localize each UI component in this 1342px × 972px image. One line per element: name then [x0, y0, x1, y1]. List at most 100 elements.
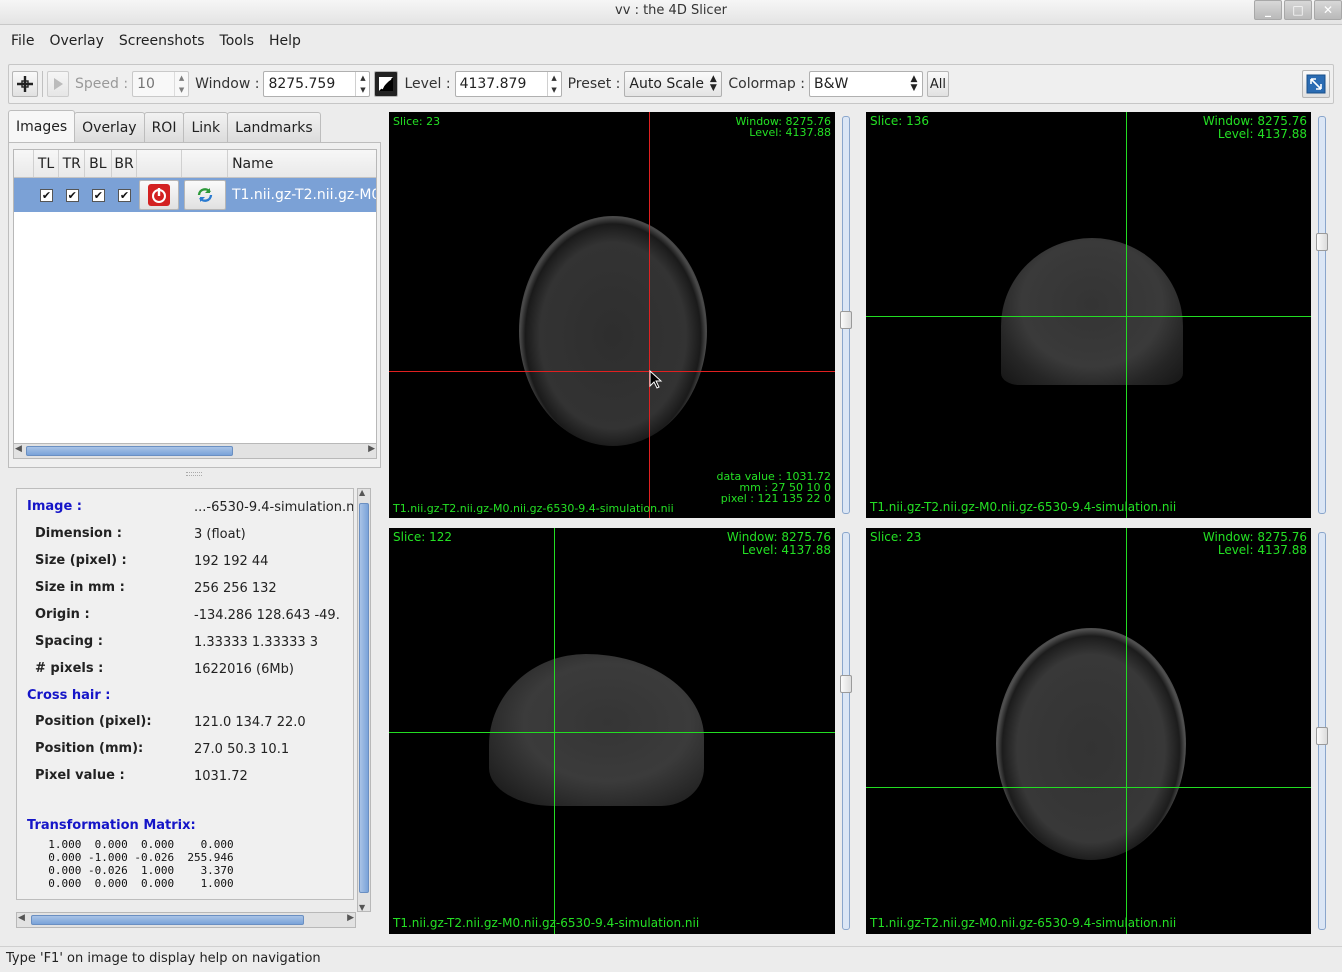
close-button[interactable]: ✕	[1314, 0, 1342, 20]
table-header: TL TR BL BR Name	[14, 150, 376, 178]
checkbox-checked[interactable]: ✔	[40, 188, 54, 202]
menu-tools[interactable]: Tools	[219, 33, 255, 49]
maximize-button[interactable]: □	[1284, 0, 1312, 20]
checkbox-checked[interactable]: ✔	[117, 188, 131, 202]
slice-slider-bottom-left[interactable]	[840, 532, 852, 930]
colormap-label: Colormap :	[728, 76, 805, 92]
brain-slice-image	[1001, 238, 1183, 385]
menu-file[interactable]: File	[11, 33, 35, 49]
menu-screenshots[interactable]: Screenshots	[118, 33, 205, 49]
view-bottom-right[interactable]: Slice: 23 Window: 8275.76 Level: 4137.88…	[866, 528, 1311, 934]
filename-label: T1.nii.gz-T2.nii.gz-M0.nii.gz-6530-9.4-s…	[870, 916, 1177, 930]
scroll-right-arrow-icon[interactable]: ▶	[347, 913, 354, 923]
slider-handle[interactable]	[1316, 727, 1328, 745]
table-horizontal-scrollbar[interactable]: ◀ ▶	[13, 443, 377, 459]
tab-overlay[interactable]: Overlay	[74, 112, 145, 142]
level-spinbox[interactable]: ▲▼	[454, 71, 562, 97]
info-horizontal-scrollbar[interactable]: ◀ ▶	[16, 912, 356, 928]
minimize-button[interactable]: _	[1254, 0, 1282, 20]
reload-image-button[interactable]	[183, 180, 226, 210]
view-top-left[interactable]: Slice: 23 Window: 8275.76 Level: 4137.88…	[389, 112, 835, 518]
preset-select[interactable]: Auto Scale ▲ ▼	[624, 71, 723, 97]
crosshair-horizontal	[866, 787, 1311, 788]
window-readout: Window: 8275.76	[1202, 530, 1307, 544]
play-button[interactable]	[47, 71, 69, 97]
window-input[interactable]	[264, 73, 356, 95]
view-top-right[interactable]: Slice: 136 Window: 8275.76 Level: 4137.8…	[866, 112, 1311, 518]
scroll-up-arrow-icon[interactable]: ▲	[359, 488, 366, 497]
menu-overlay[interactable]: Overlay	[49, 33, 104, 49]
crosshair-vertical	[1126, 112, 1127, 518]
invert-contrast-icon	[379, 77, 394, 91]
info-vertical-scrollbar[interactable]: ▲ ▼	[357, 488, 371, 912]
slice-slider-bottom-right[interactable]	[1316, 532, 1328, 930]
invert-window-button[interactable]	[374, 71, 399, 97]
slice-label: Slice: 23	[393, 115, 441, 128]
apply-all-button[interactable]: All	[926, 71, 949, 97]
crosshair-icon	[17, 76, 33, 92]
speed-stepper[interactable]: ▲ ▼	[174, 72, 188, 96]
scroll-down-arrow-icon[interactable]: ▼	[359, 903, 366, 912]
window-stepper[interactable]: ▲ ▼	[355, 72, 369, 96]
close-image-cell	[137, 178, 181, 212]
slider-handle[interactable]	[840, 675, 852, 693]
splitter-handle[interactable]	[186, 472, 202, 476]
column-header-tr[interactable]: TR	[59, 150, 86, 177]
column-header-tl[interactable]: TL	[34, 150, 60, 177]
tab-images[interactable]: Images	[8, 110, 76, 142]
view-bottom-left[interactable]: Slice: 122 Window: 8275.76 Level: 4137.8…	[389, 528, 835, 934]
updown-icon: ▲ ▼	[910, 74, 918, 93]
window-spinbox[interactable]: ▲▼	[263, 71, 371, 97]
slice-label: Slice: 136	[870, 114, 930, 128]
spacing-label: Spacing :	[35, 634, 103, 649]
scroll-left-arrow-icon[interactable]: ◀	[15, 444, 22, 454]
checkbox-checked[interactable]: ✔	[91, 188, 105, 202]
close-image-button[interactable]	[139, 180, 180, 210]
speed-input[interactable]	[133, 73, 175, 95]
transformation-matrix: 1.000 0.000 0.000 0.000 0.000 -1.000 -0.…	[48, 838, 234, 890]
column-header-name[interactable]: Name	[232, 156, 274, 172]
column-header-br[interactable]: BR	[112, 150, 138, 177]
row-spacer	[14, 178, 34, 212]
filename-label: T1.nii.gz-T2.nii.gz-M0.nii.gz-6530-9.4-s…	[393, 916, 700, 930]
colormap-select[interactable]: B&W ▲ ▼	[808, 71, 923, 97]
level-input[interactable]	[455, 73, 547, 95]
image-name-cell[interactable]: T1.nii.gz-T2.nii.gz-M0	[228, 178, 376, 212]
slider-handle[interactable]	[840, 311, 852, 329]
panel-tabs: Images Overlay ROI Link Landmarks	[8, 110, 321, 142]
origin-value: -134.286 128.643 -49.	[194, 608, 340, 623]
column-header-close[interactable]	[137, 150, 182, 177]
crosshair-tool-button[interactable]	[12, 71, 38, 97]
crosshair-horizontal	[389, 732, 835, 733]
preset-label: Preset :	[567, 76, 621, 92]
checkbox-checked[interactable]: ✔	[65, 188, 79, 202]
scroll-left-arrow-icon[interactable]: ◀	[18, 913, 25, 923]
fullscreen-button[interactable]	[1302, 70, 1330, 98]
slider-handle[interactable]	[1316, 233, 1328, 251]
slice-slider-top-right[interactable]	[1316, 116, 1328, 514]
scrollbar-thumb[interactable]	[31, 915, 304, 925]
visible-tl-checkbox[interactable]: ✔	[34, 178, 60, 212]
visible-tr-checkbox[interactable]: ✔	[59, 178, 85, 212]
visible-br-checkbox[interactable]: ✔	[112, 178, 138, 212]
slice-slider-top-left[interactable]	[840, 116, 852, 514]
brain-slice-image	[519, 216, 707, 446]
column-header-reload[interactable]	[182, 150, 229, 177]
table-row[interactable]: ✔ ✔ ✔ ✔ T1.nii.gz-T2.nii.gz-M0	[14, 178, 376, 212]
matrix-section-label: Transformation Matrix:	[27, 818, 196, 833]
speed-spinbox[interactable]: ▲▼	[132, 71, 190, 97]
data-value-readout: data value : 1031.72	[716, 470, 831, 483]
level-stepper[interactable]: ▲ ▼	[546, 72, 561, 96]
window-readout: Window: 8275.76	[735, 115, 831, 128]
column-header-bl[interactable]: BL	[85, 150, 112, 177]
position-mm-label: Position (mm):	[35, 741, 144, 756]
tab-link[interactable]: Link	[183, 112, 229, 142]
image-table: TL TR BL BR Name ✔ ✔ ✔ ✔	[13, 149, 377, 449]
scrollbar-thumb[interactable]	[26, 446, 233, 456]
visible-bl-checkbox[interactable]: ✔	[85, 178, 112, 212]
scrollbar-thumb[interactable]	[359, 503, 369, 893]
tab-roi[interactable]: ROI	[143, 112, 185, 142]
tab-landmarks[interactable]: Landmarks	[227, 112, 321, 142]
menu-help[interactable]: Help	[269, 33, 301, 49]
scroll-right-arrow-icon[interactable]: ▶	[368, 444, 375, 454]
